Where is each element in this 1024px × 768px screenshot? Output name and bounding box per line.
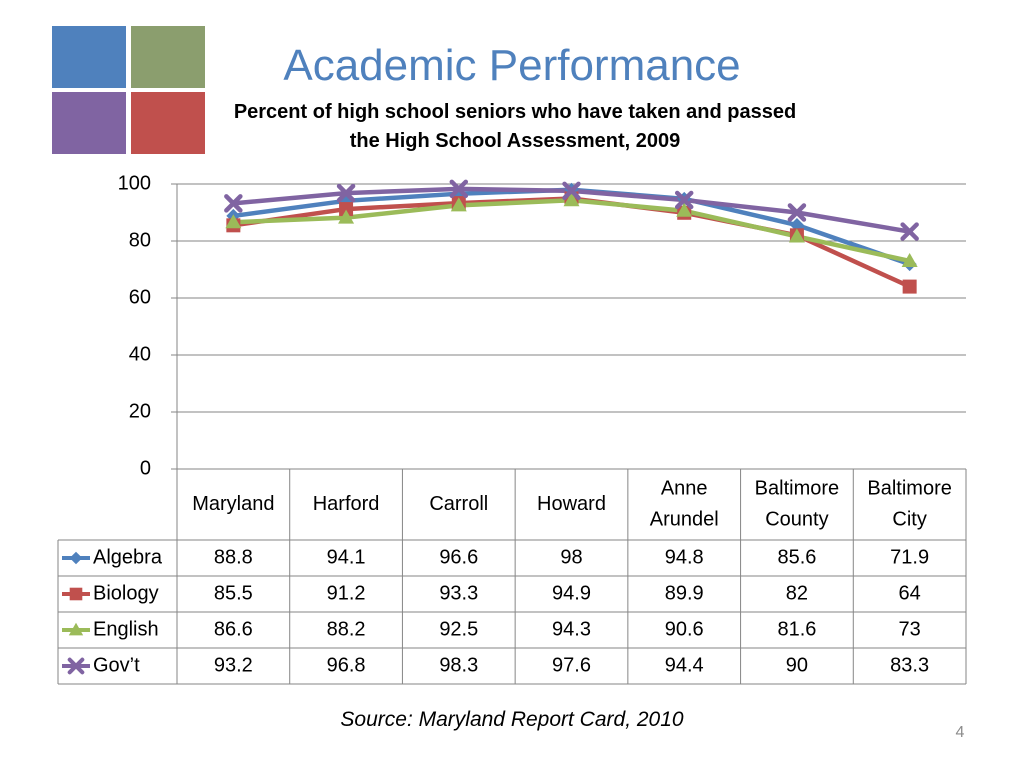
y-tick-label: 100 bbox=[118, 172, 151, 194]
table-cell-value: 88.2 bbox=[327, 618, 366, 640]
legend-label: Gov’t bbox=[93, 654, 140, 676]
data-point bbox=[900, 222, 919, 241]
data-point bbox=[450, 197, 467, 212]
category-label: Maryland bbox=[192, 493, 274, 515]
table-cell-value: 94.9 bbox=[552, 582, 591, 604]
data-point bbox=[787, 203, 807, 222]
table-cell-value: 85.5 bbox=[214, 582, 253, 604]
table-cell-value: 93.2 bbox=[214, 654, 253, 676]
category-label: Carroll bbox=[429, 493, 488, 515]
table-cell-value: 97.6 bbox=[552, 654, 591, 676]
legend-key-marker bbox=[68, 622, 84, 636]
source-note: Source: Maryland Report Card, 2010 bbox=[340, 708, 684, 731]
table-cell-value: 91.2 bbox=[327, 582, 366, 604]
data-point bbox=[902, 279, 917, 294]
logo-square-red bbox=[131, 92, 205, 154]
table-cell-value: 89.9 bbox=[665, 582, 704, 604]
category-label: City bbox=[892, 508, 926, 530]
y-tick-label: 60 bbox=[129, 286, 151, 308]
category-label: Baltimore bbox=[755, 477, 839, 499]
slide-subtitle: Percent of high school seniors who have … bbox=[233, 101, 797, 152]
category-label: Anne bbox=[661, 477, 708, 499]
category-label: County bbox=[765, 508, 828, 530]
legend-label: Biology bbox=[93, 582, 159, 604]
slide-number: 4 bbox=[955, 724, 965, 741]
table-cell-value: 94.4 bbox=[665, 654, 704, 676]
table-cell-value: 64 bbox=[899, 582, 921, 604]
data-point bbox=[676, 202, 693, 217]
data-point bbox=[449, 179, 469, 199]
y-tick-label: 40 bbox=[129, 343, 151, 365]
category-label: Harford bbox=[313, 493, 380, 515]
table-cell-value: 94.1 bbox=[327, 546, 366, 568]
data-point bbox=[788, 228, 805, 243]
table-cell-value: 94.3 bbox=[552, 618, 591, 640]
data-point bbox=[338, 209, 355, 224]
table-cell-value: 96.8 bbox=[327, 654, 366, 676]
table-cell-value: 90.6 bbox=[665, 618, 704, 640]
table-cell-value: 93.3 bbox=[439, 582, 478, 604]
data-point bbox=[563, 192, 580, 207]
legend-label: Algebra bbox=[93, 546, 163, 568]
data-point bbox=[674, 190, 694, 210]
table-cell-value: 98 bbox=[560, 546, 582, 568]
legend-label: English bbox=[93, 618, 159, 640]
data-point bbox=[339, 202, 354, 217]
table-cell-value: 88.8 bbox=[214, 546, 253, 568]
logo bbox=[52, 26, 205, 154]
table-cell-value: 85.6 bbox=[777, 546, 816, 568]
data-point bbox=[562, 181, 581, 201]
table-cell-value: 73 bbox=[899, 618, 921, 640]
data-point bbox=[336, 183, 356, 203]
data-point bbox=[225, 214, 242, 229]
table-cell-value: 96.6 bbox=[439, 546, 478, 568]
logo-square-purple bbox=[52, 92, 126, 154]
category-label: Baltimore bbox=[867, 477, 951, 499]
data-point bbox=[901, 252, 918, 267]
legend-key-marker bbox=[67, 657, 85, 675]
table-cell-value: 90 bbox=[786, 654, 808, 676]
table-cell-value: 82 bbox=[786, 582, 808, 604]
data-point bbox=[224, 194, 243, 213]
slide-title: Academic Performance bbox=[283, 41, 741, 90]
y-tick-label: 80 bbox=[129, 229, 151, 251]
table-cell-value: 94.8 bbox=[665, 546, 704, 568]
category-label: Arundel bbox=[650, 508, 719, 530]
table-cell-value: 86.6 bbox=[214, 618, 253, 640]
table-cell-value: 71.9 bbox=[890, 546, 929, 568]
logo-square-blue bbox=[52, 26, 126, 88]
table-cell-value: 98.3 bbox=[439, 654, 478, 676]
table-cell-value: 92.5 bbox=[439, 618, 478, 640]
legend-key-marker bbox=[69, 587, 83, 601]
table-cell-value: 81.6 bbox=[777, 618, 816, 640]
table-cell-value: 83.3 bbox=[890, 654, 929, 676]
category-label: Howard bbox=[537, 493, 606, 515]
y-tick-label: 0 bbox=[140, 457, 151, 479]
series-line bbox=[233, 196, 911, 289]
y-tick-label: 20 bbox=[129, 400, 151, 422]
legend-key-marker bbox=[69, 551, 83, 565]
logo-square-green bbox=[131, 26, 205, 88]
